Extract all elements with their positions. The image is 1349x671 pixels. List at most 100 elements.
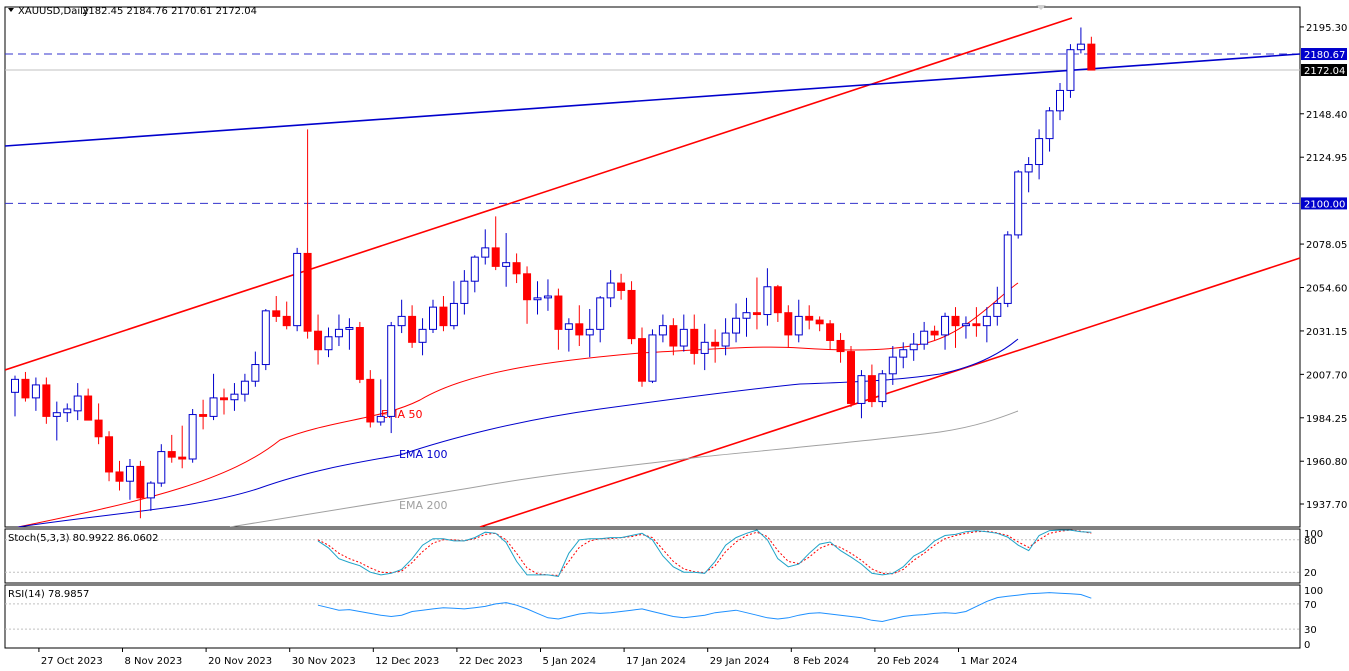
candle-body	[596, 297, 605, 330]
candle-body	[836, 339, 845, 353]
x-tick-label: 5 Jan 2024	[543, 656, 597, 667]
stoch-tick-label: 80	[1304, 536, 1317, 547]
candle-body	[397, 315, 406, 327]
rsi-tick-label: 70	[1304, 600, 1317, 611]
candle-body	[491, 247, 500, 267]
shift-marker-icon	[1036, 5, 1046, 10]
candle-body	[1076, 43, 1085, 51]
candle-body	[1014, 171, 1023, 236]
candle-body	[52, 412, 61, 417]
candle-body	[1024, 164, 1033, 173]
candle-body	[648, 334, 657, 382]
candle-body	[575, 323, 584, 336]
candle-body	[690, 328, 699, 354]
candle-body	[669, 325, 678, 347]
candle-body	[773, 286, 782, 314]
candle-body	[251, 364, 260, 382]
level-label: 2172.04	[1304, 66, 1345, 77]
candle-body	[899, 349, 908, 358]
candle-body	[533, 297, 542, 301]
candle-body	[345, 327, 354, 330]
candle-body	[523, 273, 532, 301]
candle-body	[847, 351, 855, 404]
channel-upper-line	[5, 17, 1073, 371]
candle-body	[930, 330, 939, 336]
y-tick-label: 2031.15	[1306, 327, 1347, 338]
candle-body	[387, 325, 396, 417]
candle-body	[418, 328, 427, 343]
candle-body	[11, 378, 19, 393]
candle-body	[784, 312, 793, 336]
candle-body	[794, 315, 803, 336]
candle-body	[721, 332, 730, 347]
level-label: 2100.00	[1304, 199, 1345, 210]
candle-body	[366, 378, 375, 423]
candle-body	[679, 328, 688, 347]
stoch-panel-frame	[4, 528, 1301, 584]
collapse-arrow-icon	[8, 8, 14, 12]
candle-body	[355, 327, 364, 380]
rsi-panel-frame	[4, 584, 1301, 649]
y-tick-label: 1937.70	[1306, 500, 1347, 511]
candle-body	[700, 341, 709, 354]
candle-body	[429, 306, 437, 330]
candle-body	[638, 338, 646, 382]
candle-body	[136, 465, 145, 499]
x-tick-label: 30 Nov 2023	[292, 656, 356, 667]
candle-body	[972, 323, 981, 327]
candle-body	[909, 343, 918, 351]
chart-symbol: XAUUSD,Daily	[18, 6, 89, 17]
candle-body	[220, 397, 228, 401]
candle-body	[115, 471, 124, 482]
candle-body	[606, 282, 615, 299]
candle-body	[449, 302, 458, 327]
x-tick-label: 8 Nov 2023	[125, 656, 183, 667]
candle-body	[867, 375, 876, 403]
y-tick-label: 1960.80	[1306, 457, 1347, 468]
candle-body	[42, 384, 51, 417]
candle-body	[84, 395, 93, 421]
stoch-main-line	[317, 529, 1092, 578]
candle-body	[105, 436, 114, 473]
candle-body	[481, 247, 490, 258]
candle-body	[554, 295, 563, 330]
candle-body	[31, 384, 40, 399]
main-panel-frame	[4, 6, 1301, 528]
stoch-tick-label: 100	[1304, 529, 1323, 540]
ema-line	[17, 338, 1019, 527]
level-label-bg	[1301, 64, 1347, 76]
rsi-tick-label: 0	[1304, 640, 1310, 651]
y-tick-label: 2054.60	[1306, 284, 1347, 295]
y-tick-label: 2195.30	[1306, 23, 1347, 34]
candle-body	[439, 306, 448, 327]
candle-body	[1003, 234, 1012, 304]
candle-body	[178, 456, 187, 460]
candle-body	[878, 373, 887, 403]
x-tick-label: 8 Feb 2024	[793, 656, 849, 667]
candle-body	[543, 295, 552, 299]
candle-body	[199, 414, 208, 417]
candle-body	[157, 451, 166, 484]
candle-body	[470, 256, 479, 282]
candle-body	[805, 315, 814, 321]
level-label-bg	[1301, 197, 1347, 210]
candle-body	[460, 280, 469, 304]
candle-body	[961, 323, 970, 327]
candle-body	[272, 310, 281, 317]
candle-body	[857, 375, 866, 404]
candle-body	[1045, 110, 1054, 140]
y-tick-label: 2124.95	[1306, 153, 1347, 164]
y-tick-label: 2148.40	[1306, 110, 1347, 121]
candle-body	[94, 419, 103, 438]
candle-body	[408, 315, 417, 343]
y-tick-label: 1984.25	[1306, 414, 1347, 425]
candle-body	[982, 315, 991, 327]
candle-body	[951, 315, 960, 327]
x-tick-label: 12 Dec 2023	[375, 656, 439, 667]
ema-line	[229, 410, 1019, 527]
candle-body	[125, 465, 134, 482]
candle-body	[188, 414, 197, 460]
candle-body	[303, 252, 312, 332]
candle-body	[617, 282, 626, 291]
